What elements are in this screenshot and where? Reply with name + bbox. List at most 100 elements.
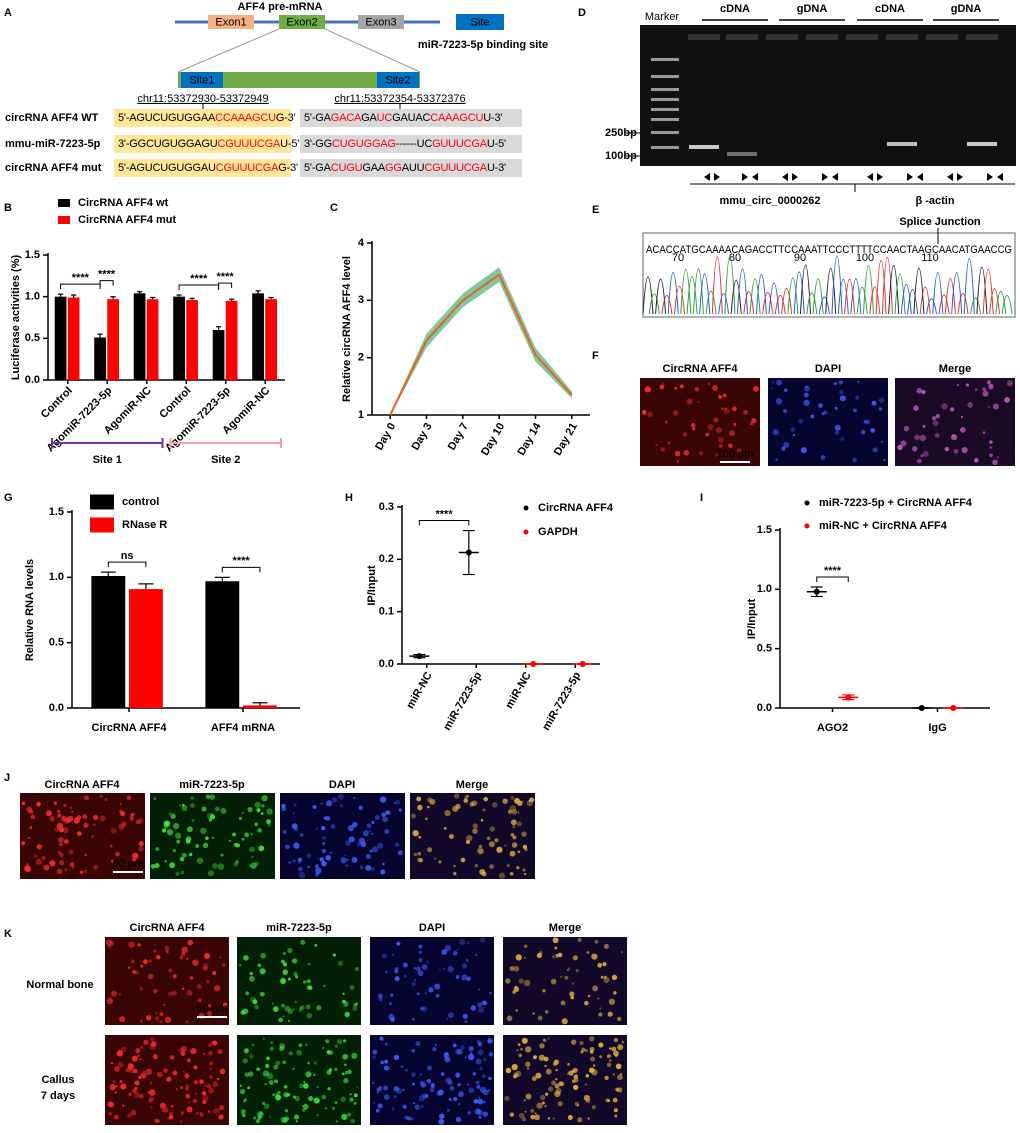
sequence-segment: GUUUCGA: [432, 138, 488, 150]
cell-signal: [728, 443, 733, 448]
cell-signal: [186, 957, 189, 961]
cell-signal: [384, 829, 390, 834]
cell-signal: [555, 1068, 558, 1072]
cell-signal: [199, 1079, 204, 1085]
cell-signal: [383, 1065, 389, 1071]
cell-signal: [346, 858, 349, 861]
y-tick-label: 0.2: [379, 553, 394, 565]
cell-signal: [464, 1056, 467, 1059]
significance-label: ns: [121, 550, 134, 562]
significance-bracket: [221, 566, 261, 573]
cell-signal: [803, 392, 809, 398]
cell-signal: [444, 809, 451, 817]
cell-signal: [475, 953, 478, 956]
x-tick-label: Day 14: [515, 420, 544, 457]
cell-signal: [356, 842, 362, 847]
cell-signal: [241, 811, 245, 815]
cell-signal: [960, 415, 963, 418]
cell-signal: [478, 844, 483, 849]
legend-label: miR-NC + CircRNA AFF4: [819, 520, 948, 532]
cell-signal: [273, 1064, 279, 1070]
trace-peak: [926, 298, 937, 315]
cell-signal: [213, 985, 221, 992]
x-tick-label: Control: [39, 385, 75, 421]
cell-signal: [510, 795, 515, 800]
cell-signal: [370, 832, 373, 835]
cell-signal: [557, 952, 563, 958]
cell-signal: [278, 1017, 283, 1023]
y-tick-label: 1.5: [25, 249, 40, 261]
sequence: 5'-GAGACAGAUCGAUACCAAAGCUU-3': [304, 112, 502, 124]
trace-peak: [850, 278, 862, 315]
cell-signal: [554, 946, 558, 950]
y-tick-label: 0.1: [379, 606, 394, 618]
exon-box: [279, 15, 325, 29]
cell-signal: [712, 385, 718, 391]
cell-signal: [254, 1004, 259, 1010]
cell-signal: [205, 836, 209, 840]
x-tick-label: AFF4 mRNA: [211, 722, 275, 734]
cell-signal: [280, 978, 287, 985]
cell-signal: [530, 1114, 536, 1120]
cell-signal: [57, 813, 62, 818]
cell-signal: [855, 395, 860, 400]
cell-signal: [192, 959, 199, 966]
cell-signal: [454, 1048, 462, 1055]
cell-signal: [239, 964, 242, 967]
cell-signal: [137, 818, 144, 824]
cell-signal: [613, 1050, 619, 1057]
trace-peak: [976, 266, 988, 315]
cell-signal: [577, 1117, 583, 1123]
cell-signal: [374, 815, 380, 821]
cell-signal: [282, 951, 286, 956]
cell-signal: [717, 436, 724, 443]
gel-image: [640, 25, 1016, 166]
cell-signal: [510, 832, 515, 837]
cell-signal: [421, 964, 428, 971]
cell-signal: [58, 837, 64, 843]
y-axis-label: Relative circRNA AFF4 level: [341, 256, 353, 402]
cell-signal: [187, 939, 194, 946]
cell-signal: [986, 380, 991, 385]
cell-signal: [588, 1067, 595, 1074]
ladder-band: [651, 75, 679, 78]
cell-signal: [472, 1072, 477, 1076]
cell-signal: [134, 1086, 138, 1091]
cell-signal: [965, 383, 970, 387]
cell-signal: [150, 1041, 157, 1047]
cell-signal: [265, 1063, 270, 1069]
sequence: 5'-GACUGUGAAGGAUUCGUUUCGAU-3': [304, 162, 506, 174]
cell-signal: [516, 866, 520, 870]
cell-signal: [579, 1040, 584, 1046]
cell-signal: [214, 806, 220, 812]
micrograph: [370, 1035, 494, 1125]
cell-signal: [557, 1101, 563, 1107]
cell-signal: [872, 447, 878, 453]
cell-signal: [287, 1019, 291, 1022]
cell-signal: [435, 993, 440, 998]
cell-signal: [427, 1065, 432, 1071]
cell-signal: [212, 1081, 219, 1088]
cell-signal: [139, 987, 143, 991]
cell-signal: [452, 805, 459, 812]
cell-signal: [521, 800, 524, 803]
x-tick-label: miR-NC: [503, 670, 534, 711]
trace-peak: [774, 294, 786, 315]
cell-signal: [621, 1040, 625, 1044]
cell-signal: [474, 863, 479, 868]
cell-signal: [912, 446, 918, 452]
cell-signal: [331, 1106, 336, 1111]
trace-peak: [963, 258, 975, 315]
cell-signal: [256, 1067, 260, 1071]
cell-signal: [384, 1059, 389, 1064]
cell-signal: [394, 969, 399, 974]
cell-signal: [209, 1067, 213, 1071]
cell-signal: [613, 1037, 619, 1043]
cell-signal: [340, 1096, 346, 1102]
cell-signal: [249, 971, 254, 976]
cell-signal: [453, 1096, 458, 1102]
cell-signal: [371, 1081, 375, 1085]
panel-letter: J: [4, 772, 10, 784]
cell-signal: [477, 1098, 484, 1105]
cell-signal: [418, 944, 423, 949]
